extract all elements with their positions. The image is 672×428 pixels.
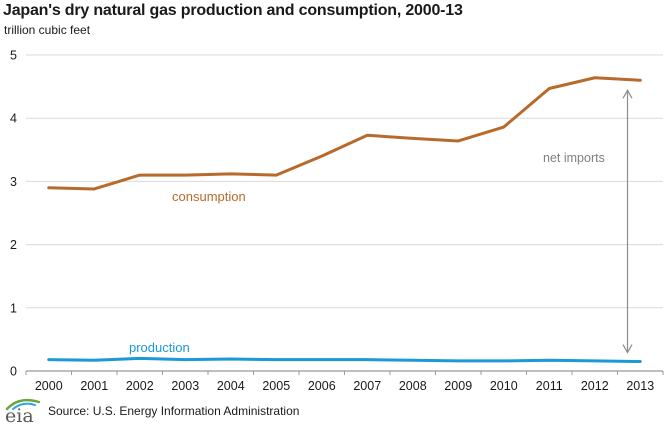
- page-title: Japan's dry natural gas production and c…: [3, 2, 463, 19]
- y-tick-label-1: 1: [10, 301, 17, 315]
- footer: eia Source: U.S. Energy Information Admi…: [4, 396, 668, 426]
- net-imports-annotation: net imports: [543, 151, 605, 165]
- x-tick-label-2007: 2007: [353, 379, 381, 393]
- eia-logo: eia: [5, 398, 41, 425]
- x-tick-label-2009: 2009: [444, 379, 472, 393]
- x-tick-label-2013: 2013: [626, 379, 654, 393]
- x-tick-label-2000: 2000: [35, 379, 63, 393]
- y-tick-label-0: 0: [10, 365, 17, 379]
- x-tick-label-2005: 2005: [262, 379, 290, 393]
- x-tick-label-2002: 2002: [126, 379, 154, 393]
- eia-logo-green-swoosh: [5, 398, 41, 411]
- x-tick-label-2003: 2003: [171, 379, 199, 393]
- production-series-label: production: [129, 340, 190, 355]
- y-tick-label-2: 2: [10, 238, 17, 252]
- x-tick-label-2011: 2011: [536, 379, 563, 393]
- production-line: [47, 356, 642, 364]
- x-tick-label-2004: 2004: [217, 379, 245, 393]
- eia-logo-blue-swoosh: [12, 402, 36, 410]
- y-axis-units-label: trillion cubic feet: [4, 23, 91, 37]
- consumption-line: [47, 76, 642, 191]
- x-tick-label-2012: 2012: [581, 379, 609, 393]
- x-tick-label-2010: 2010: [490, 379, 518, 393]
- y-tick-label-5: 5: [10, 49, 17, 63]
- net-imports-arrowhead-up: [622, 89, 633, 99]
- y-tick-label-3: 3: [10, 175, 17, 189]
- x-tick-label-2008: 2008: [399, 379, 427, 393]
- source-text: Source: U.S. Energy Information Administ…: [48, 404, 300, 418]
- eia-logo-text: eia: [5, 405, 34, 425]
- x-tick-label-2001: 2001: [80, 379, 108, 393]
- consumption-series-label: consumption: [172, 189, 246, 204]
- net-imports-arrowhead-down: [622, 344, 633, 354]
- x-tick-label-2006: 2006: [308, 379, 336, 393]
- y-tick-label-4: 4: [10, 112, 17, 126]
